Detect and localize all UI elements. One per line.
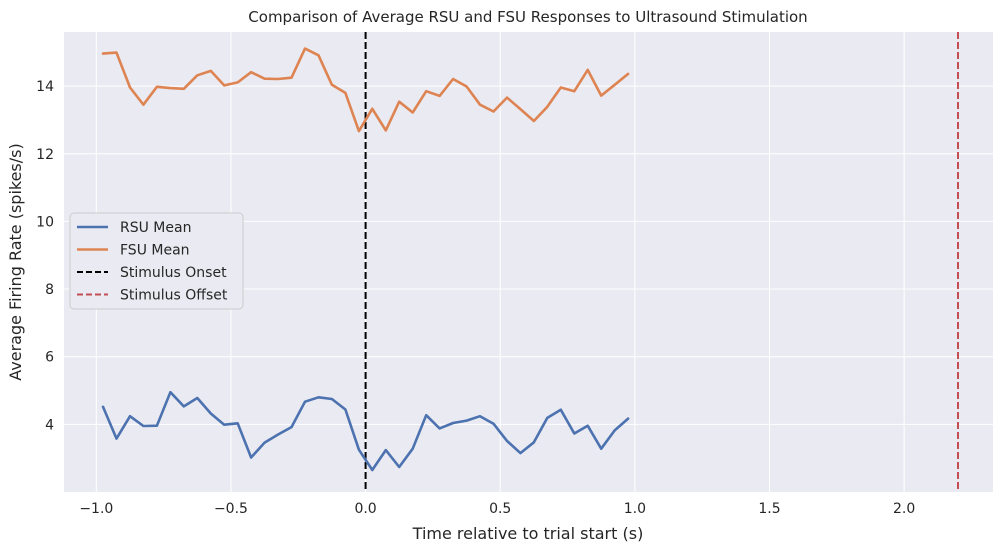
fsu-mean-line (101, 47, 630, 133)
y-tick-label: 6 (45, 350, 54, 366)
rsu-mean-line (101, 390, 630, 472)
y-tick-label: 12 (36, 147, 54, 163)
y-axis-label: Average Firing Rate (spikes/s) (6, 143, 25, 380)
legend-label: FSU Mean (120, 243, 190, 259)
x-tick-label: −1.0 (79, 501, 113, 517)
legend-label: RSU Mean (120, 220, 191, 236)
y-tick-label: 10 (36, 214, 54, 230)
y-tick-label: 14 (36, 79, 54, 95)
legend-label: Stimulus Offset (120, 288, 228, 304)
y-tick-label: 8 (45, 282, 54, 298)
y-tick-label: 4 (45, 417, 54, 433)
chart-title: Comparison of Average RSU and FSU Respon… (248, 8, 807, 26)
legend-box (69, 212, 244, 310)
x-tick-label: 1.5 (758, 501, 780, 517)
series-lines (101, 47, 630, 472)
x-tick-label: −0.5 (214, 501, 248, 517)
x-tick-label: 2.0 (893, 501, 915, 517)
x-axis-label: Time relative to trial start (s) (412, 524, 644, 543)
legend-label: Stimulus Onset (120, 265, 227, 281)
legend: RSU Mean FSU Mean Stimulus Onset Stimulus O… (69, 212, 244, 310)
x-tick-label: 0.0 (354, 501, 376, 517)
reference-lines (364, 32, 959, 492)
x-tick-label: 1.0 (624, 501, 646, 517)
tick-labels: −1.0 −0.5 0.0 0.5 1.0 1.5 2.0 4 6 8 10 12 14 (36, 79, 915, 517)
x-tick-label: 0.5 (489, 501, 511, 517)
